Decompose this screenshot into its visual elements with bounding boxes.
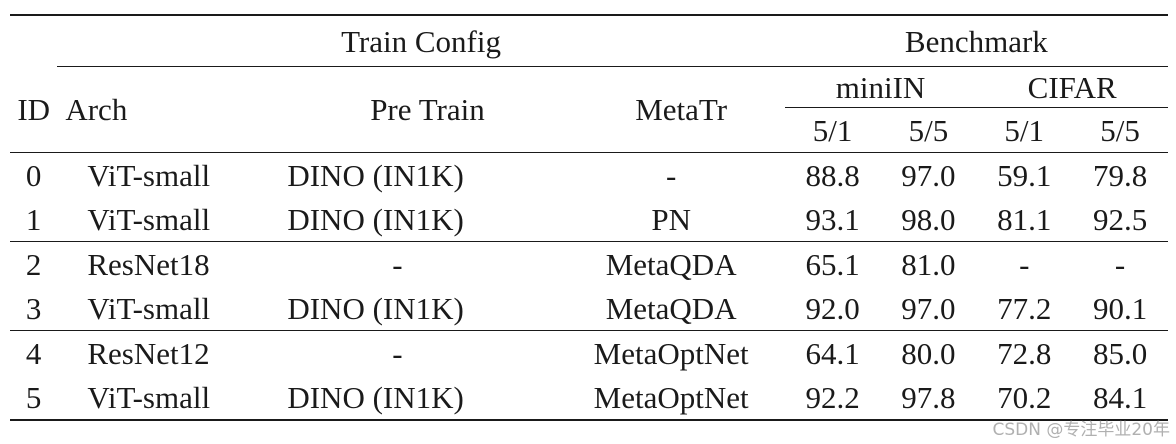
row-value: 77.2 <box>997 290 1052 326</box>
row-value: - <box>976 241 1073 286</box>
row-value: 97.8 <box>880 375 977 421</box>
row-value: 80.0 <box>880 330 977 375</box>
row-arch: ViT-small <box>57 152 258 197</box>
row-pre-train: DINO (IN1K) <box>257 375 558 421</box>
table-row: 5 ViT-small DINO (IN1K) MetaOptNet 92.2 … <box>10 375 1168 421</box>
row-value: 92.0 <box>805 290 860 326</box>
pre-train-header: Pre Train <box>370 92 485 127</box>
row-meta-tr: MetaOptNet <box>557 375 785 421</box>
shot-header: 5/1 <box>812 112 853 148</box>
row-id: 0 <box>10 152 58 197</box>
row-id: 5 <box>10 375 58 421</box>
row-value: 92.2 <box>784 375 881 421</box>
row-pre-train: - <box>257 241 558 286</box>
row-value: 84.1 <box>1072 375 1168 421</box>
row-arch: ViT-small <box>87 201 211 237</box>
row-value: 92.5 <box>1092 201 1148 237</box>
row-pre-train: - <box>257 330 558 375</box>
shot-header: 5/1 <box>1004 112 1045 148</box>
row-value: 81.0 <box>880 241 977 286</box>
row-arch: ResNet18 <box>57 241 258 286</box>
row-id: 1 <box>25 201 42 237</box>
shot-header: 5/5 <box>908 112 949 148</box>
results-table: Train Config Benchmark ID Arch Pre Train… <box>10 14 1168 421</box>
row-arch: ResNet12 <box>57 330 258 375</box>
row-value: - <box>1072 241 1168 286</box>
row-meta-tr: MetaOptNet <box>557 330 785 375</box>
meta-tr-header: MetaTr <box>635 92 728 127</box>
row-value: 65.1 <box>784 241 881 286</box>
table-row: 3 ViT-small DINO (IN1K) MetaQDA 92.0 97.… <box>10 286 1168 331</box>
table-row: 4 ResNet12 - MetaOptNet 64.1 80.0 72.8 8… <box>10 330 1168 375</box>
cifar-header: CIFAR <box>976 66 1168 108</box>
id-header: ID <box>17 91 51 127</box>
benchmark-header: Benchmark <box>784 14 1168 67</box>
row-value: 72.8 <box>976 330 1073 375</box>
row-meta-tr: MetaQDA <box>605 290 737 326</box>
row-value: 98.0 <box>901 201 956 237</box>
row-value: 90.1 <box>1092 290 1148 326</box>
row-id: 4 <box>10 330 58 375</box>
row-arch: ViT-small <box>57 375 258 421</box>
row-value: 85.0 <box>1072 330 1168 375</box>
row-pre-train: DINO (IN1K) <box>287 290 464 326</box>
row-pre-train: DINO (IN1K) <box>257 152 558 197</box>
row-value: 70.2 <box>976 375 1073 421</box>
table-row: 1 ViT-small DINO (IN1K) PN 93.1 98.0 81.… <box>10 197 1168 242</box>
row-value: 88.8 <box>784 152 881 197</box>
row-pre-train: DINO (IN1K) <box>287 201 464 237</box>
row-id: 3 <box>25 290 42 326</box>
group-header-row: Train Config Benchmark <box>10 14 1168 67</box>
row-value: 81.1 <box>997 201 1052 237</box>
row-meta-tr: - <box>557 152 785 197</box>
row-value: 79.8 <box>1072 152 1168 197</box>
row-value: 64.1 <box>784 330 881 375</box>
row-id: 2 <box>10 241 58 286</box>
row-value: 97.0 <box>901 290 956 326</box>
train-config-header: Train Config <box>57 14 785 67</box>
shot-header: 5/5 <box>1100 112 1140 148</box>
watermark-text: CSDN @专注毕业20年 <box>992 420 1170 440</box>
arch-header: Arch <box>65 92 128 127</box>
dataset-header-row: ID Arch Pre Train MetaTr miniIN CIFAR <box>10 66 1168 125</box>
row-value: 93.1 <box>805 201 860 237</box>
table-row: 0 ViT-small DINO (IN1K) - 88.8 97.0 59.1… <box>10 152 1168 197</box>
mini-in-header: miniIN <box>784 66 977 108</box>
row-meta-tr: PN <box>651 201 691 237</box>
table-row: 2 ResNet18 - MetaQDA 65.1 81.0 - - <box>10 241 1168 286</box>
row-value: 59.1 <box>976 152 1073 197</box>
row-value: 97.0 <box>880 152 977 197</box>
row-meta-tr: MetaQDA <box>557 241 785 286</box>
shot-header-row: 5/1 5/5 5/1 5/5 <box>10 108 1168 153</box>
row-arch: ViT-small <box>87 290 211 326</box>
